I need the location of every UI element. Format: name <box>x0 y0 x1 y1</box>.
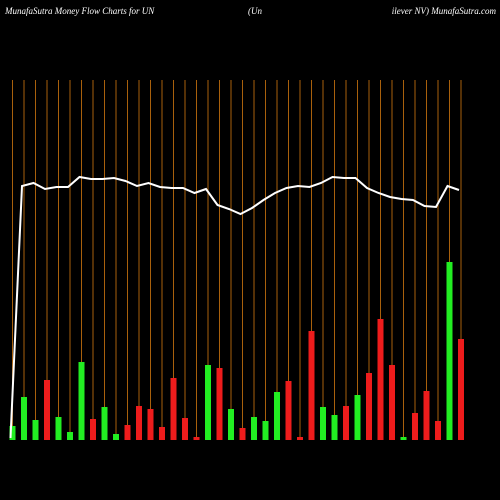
bar <box>147 409 154 440</box>
bar <box>458 339 464 440</box>
bar <box>170 378 177 440</box>
chart-title: MunafaSutra Money Flow Charts for UN <box>4 6 155 16</box>
bar <box>216 368 223 440</box>
bar <box>159 427 165 440</box>
bar <box>446 262 453 440</box>
bar <box>412 413 418 440</box>
bar <box>228 409 234 440</box>
bar <box>136 406 142 440</box>
bar <box>274 392 280 440</box>
bar <box>113 434 119 440</box>
bar <box>32 420 39 440</box>
chart-title: ilever NV) MunafaSutra.com <box>392 6 497 16</box>
bar <box>55 417 62 440</box>
bar <box>124 425 131 440</box>
bar <box>101 407 108 440</box>
bar <box>44 380 50 440</box>
bar <box>90 419 96 440</box>
bar <box>377 319 384 440</box>
bar <box>205 365 211 440</box>
bar <box>9 426 16 440</box>
bar <box>239 428 246 440</box>
bar <box>423 391 430 440</box>
bar <box>308 331 315 440</box>
chart-title: (Un <box>248 6 262 16</box>
bar <box>331 415 338 440</box>
bar <box>182 418 188 440</box>
bar <box>435 421 441 440</box>
bar <box>251 417 257 440</box>
bar <box>193 437 200 440</box>
bar <box>389 365 395 440</box>
bar <box>78 362 85 440</box>
bar <box>21 397 27 440</box>
price-line <box>9 175 460 439</box>
bar <box>354 395 361 440</box>
bar <box>262 421 269 440</box>
bar <box>297 437 303 440</box>
bar <box>366 373 372 440</box>
bar <box>343 406 349 440</box>
bar <box>285 381 292 440</box>
bar <box>320 407 326 440</box>
bar <box>67 432 73 440</box>
bar <box>400 437 407 440</box>
